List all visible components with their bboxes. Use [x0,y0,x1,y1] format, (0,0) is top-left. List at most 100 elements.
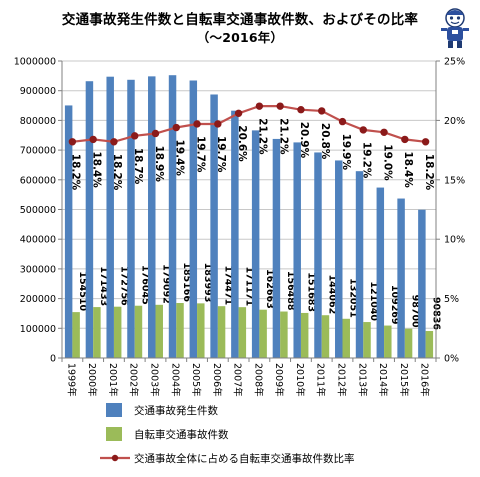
ratio-data-label: 18.4% [402,151,414,188]
bar-total [251,130,260,358]
ratio-data-label: 20.8% [319,123,331,160]
ratio-data-label: 20.6% [236,125,248,162]
ratio-data-label: 19.4% [174,140,186,177]
bicycle-data-label: 156488 [285,271,296,311]
y-left-tick-label: 900000 [20,86,56,97]
ratio-data-label: 19.9% [340,134,352,171]
bicycle-data-label: 174471 [223,266,234,306]
y-left-tick-label: 700000 [20,146,56,157]
bar-bicycle [280,311,288,358]
ratio-data-label: 19.7% [215,136,227,173]
bar-bicycle [176,303,184,358]
bicycle-data-label: 109269 [389,285,400,325]
bicycle-data-label: 179092 [160,264,171,304]
bar-total [127,79,135,359]
bar-total [335,160,343,358]
y-left-tick-label: 500000 [20,205,56,216]
y-left-tick-label: 0 [50,354,56,365]
bar-total [293,142,301,358]
bar-total [189,80,198,359]
bicycle-data-label: 185166 [181,262,192,302]
x-tick-label: 2013年 [356,363,368,397]
bicycle-data-label: 171171 [243,266,254,306]
bar-total [85,81,94,359]
x-tick-label: 2009年 [273,363,285,397]
legend-label-total: 交通事故発生件数 [134,404,218,417]
bar-bicycle [363,322,371,358]
ratio-data-label: 18.4% [90,151,102,188]
y-left-tick-label: 800000 [20,116,56,127]
bar-total [106,76,114,359]
ratio-data-label: 21.2% [277,118,289,155]
x-tick-label: 2002年 [128,363,140,397]
bar-total [376,187,385,358]
ratio-point [276,102,284,110]
x-tick-label: 2005年 [190,363,202,397]
x-tick-label: 2014年 [377,363,389,397]
ratio-point [131,132,139,140]
ratio-point [401,135,409,144]
bar-bicycle [197,303,205,358]
ratio-data-label: 18.7% [132,148,144,185]
x-tick-label: 2011年 [315,363,327,397]
bar-bicycle [155,304,163,358]
ratio-data-label: 18.2% [423,154,435,191]
y-right-tick-label: 15% [444,175,465,186]
bar-total [314,152,322,358]
y-left-tick-label: 600000 [20,175,56,186]
bar-bicycle [113,306,122,358]
x-tick-label: 2006年 [211,363,223,397]
ratio-point [151,129,160,138]
bar-bicycle [93,307,101,358]
ratio-data-label: 19.0% [381,144,393,181]
ratio-point [359,126,367,134]
x-tick-label: 2015年 [398,363,410,397]
y-left-tick-label: 400000 [20,235,56,246]
bar-bicycle [404,328,413,358]
legend-marker-ratio [111,454,119,462]
y-right-tick-label: 5% [444,294,459,305]
ratio-point [193,120,201,128]
bicycle-data-label: 154510 [77,271,88,311]
ratio-line [72,105,426,143]
bar-bicycle [259,309,267,358]
ratio-point [421,138,430,146]
x-tick-label: 2001年 [107,363,119,397]
y-right-tick-label: 10% [444,235,465,246]
x-tick-label: 2007年 [232,363,244,397]
legend-swatch-total [106,403,122,417]
x-tick-label: 2004年 [169,363,181,397]
bar-total [418,209,426,358]
bar-total [231,110,239,358]
legend-label-bicycle: 自転車交通事故件数 [134,428,229,441]
ratio-point [255,102,264,110]
ratio-data-label: 20.9% [298,122,310,159]
bicycle-data-label: 121040 [368,281,379,321]
bicycle-data-label: 172756 [119,266,130,306]
ratio-data-label: 18.2% [70,154,82,191]
x-tick-label: 2016年 [419,363,431,397]
bar-bicycle [342,318,350,358]
chart-title: 交通事故発生件数と自転車交通事故件数、およびその比率 [61,12,419,28]
bar-total [210,94,218,359]
bar-bicycle [384,325,392,358]
bicycle-data-label: 144062 [326,275,337,315]
x-tick-label: 2010年 [294,363,306,397]
bicycle-data-label: 98700 [410,295,421,328]
ratio-point [297,106,305,114]
y-left-tick-label: 1000000 [14,57,56,68]
ratio-point [234,109,243,117]
ratio-point [380,128,388,136]
bar-bicycle [238,307,247,358]
ratio-data-label: 18.9% [153,145,165,182]
ratio-point [214,120,222,128]
bicycle-data-label: 176045 [139,265,150,305]
y-right-tick-label: 0% [444,354,459,365]
x-tick-label: 2003年 [149,363,161,397]
bar-bicycle [321,315,330,358]
ratio-data-label: 21.2% [257,118,269,155]
ratio-data-label: 18.2% [111,154,123,191]
bar-total [64,105,73,358]
bar-total [355,171,364,358]
